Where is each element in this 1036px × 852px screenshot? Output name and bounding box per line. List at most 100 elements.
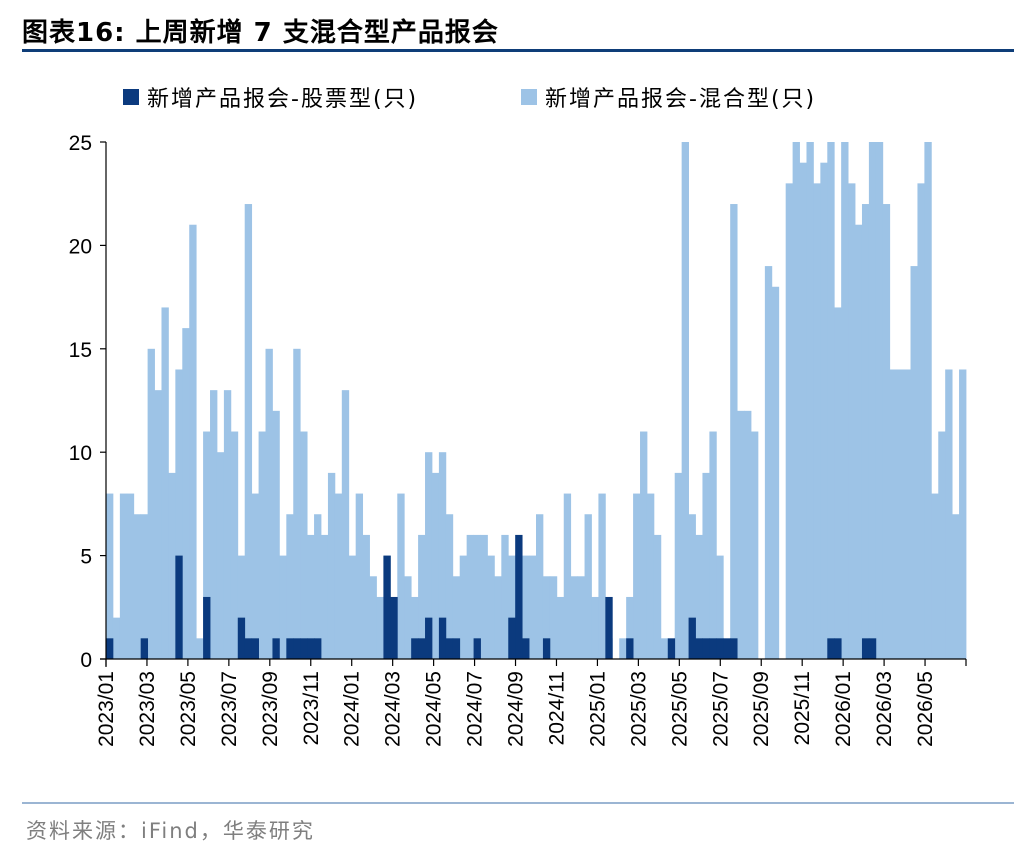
bar-mixed	[376, 596, 384, 659]
bar-mixed	[425, 452, 433, 659]
x-tick-label: 2025/11	[791, 671, 814, 745]
x-tick-label: 2026/05	[914, 671, 937, 747]
bar-mixed	[577, 576, 585, 659]
bar-mixed	[917, 183, 925, 660]
x-tick-label: 2023/07	[218, 671, 241, 747]
bar-mixed	[411, 596, 419, 659]
bar-mixed	[695, 534, 703, 659]
x-tick-label: 2025/09	[750, 671, 773, 747]
bar-mixed	[112, 617, 121, 659]
source-value: iFind，华泰研究	[141, 819, 315, 843]
y-tick-label: 5	[80, 546, 92, 569]
bar-stock	[515, 534, 523, 659]
bar-mixed	[730, 204, 738, 660]
bar-mixed	[785, 183, 794, 660]
bar-mixed	[334, 493, 343, 659]
x-tick-label: 2025/03	[627, 671, 650, 747]
bar-mixed	[889, 369, 898, 659]
bar-mixed	[716, 555, 724, 659]
bar-mixed	[626, 596, 634, 659]
bar-mixed	[438, 452, 447, 659]
bar-stock	[293, 638, 301, 659]
bar-mixed	[508, 555, 516, 659]
bar-stock	[522, 638, 530, 659]
source-label: 资料来源：	[26, 819, 141, 843]
bar-mixed	[806, 142, 814, 659]
title-rule	[22, 49, 1014, 52]
bar-mixed	[286, 514, 294, 659]
bar-mixed	[702, 472, 710, 659]
legend: 新增产品报会-股票型(只) 新增产品报会-混合型(只)	[123, 87, 814, 112]
bar-stock	[203, 596, 211, 659]
bar-mixed	[106, 493, 114, 659]
bar-mixed	[536, 514, 544, 659]
bar-stock	[868, 638, 877, 659]
bar-mixed	[175, 369, 183, 659]
bar-mixed	[522, 555, 530, 659]
bar-mixed	[820, 162, 828, 659]
bar-mixed	[584, 514, 592, 659]
bar-mixed	[203, 431, 211, 659]
bar-mixed	[598, 493, 606, 659]
bar-mixed	[570, 576, 579, 659]
bar-stock	[237, 617, 246, 659]
bar-mixed	[751, 431, 759, 659]
bar-mixed	[258, 431, 266, 659]
bar-mixed	[487, 555, 495, 659]
legend-swatch-stock	[123, 89, 139, 105]
bar-stock	[314, 638, 322, 659]
bar-stock	[445, 638, 454, 659]
bar-stock	[272, 638, 280, 659]
x-tick-label: 2025/05	[668, 671, 691, 747]
x-tick-label: 2023/03	[136, 671, 159, 747]
bar-chart: 新增产品报会-股票型(只) 新增产品报会-混合型(只) 0 5 10 15 20 25 20…	[69, 87, 967, 747]
bar-mixed	[459, 555, 468, 659]
bar-mixed	[418, 534, 426, 659]
bar-mixed	[896, 369, 904, 659]
bar-stock	[542, 638, 551, 659]
bar-stock	[702, 638, 710, 659]
bar-stock	[251, 638, 259, 659]
bar-mixed	[882, 204, 891, 660]
bar-mixed	[279, 555, 287, 659]
bar-mixed	[300, 431, 308, 659]
bar-mixed	[251, 493, 259, 659]
x-tick-label: 2024/01	[341, 671, 364, 747]
bar-stock	[605, 596, 613, 659]
series-mixed	[106, 142, 967, 660]
bar-mixed	[764, 266, 773, 659]
y-tick-label: 0	[80, 649, 92, 672]
bar-mixed	[210, 390, 218, 659]
bar-mixed	[168, 472, 176, 659]
bar-stock	[175, 555, 183, 659]
bar-mixed	[660, 638, 669, 659]
bar-stock	[140, 638, 149, 659]
bar-mixed	[542, 576, 551, 659]
bar-stock	[452, 638, 461, 659]
bar-mixed	[452, 576, 461, 659]
bar-mixed	[813, 183, 821, 660]
bar-mixed	[931, 493, 939, 659]
x-tick-label: 2024/05	[423, 671, 446, 747]
bar-mixed	[140, 514, 149, 659]
x-tick-label: 2025/07	[709, 671, 732, 747]
bar-mixed	[903, 369, 911, 659]
bar-mixed	[244, 204, 253, 660]
bar-mixed	[910, 266, 918, 659]
chart-title: 图表16: 上周新增 7 支混合型产品报会	[22, 18, 499, 48]
legend-swatch-mixed	[521, 89, 537, 105]
bar-mixed	[868, 142, 877, 659]
bar-mixed	[945, 369, 953, 659]
source-note: 资料来源：iFind，华泰研究	[26, 815, 315, 845]
bar-mixed	[321, 534, 329, 659]
x-tick-label: 2023/11	[300, 671, 323, 745]
bar-mixed	[307, 534, 315, 659]
bar-mixed	[834, 307, 842, 659]
x-tick-label: 2026/03	[873, 671, 896, 747]
bar-mixed	[147, 348, 155, 659]
bar-stock	[473, 638, 481, 659]
x-tick-label: 2023/01	[95, 671, 118, 747]
bar-mixed	[223, 390, 232, 659]
bar-mixed	[855, 224, 863, 659]
bar-mixed	[480, 534, 488, 659]
